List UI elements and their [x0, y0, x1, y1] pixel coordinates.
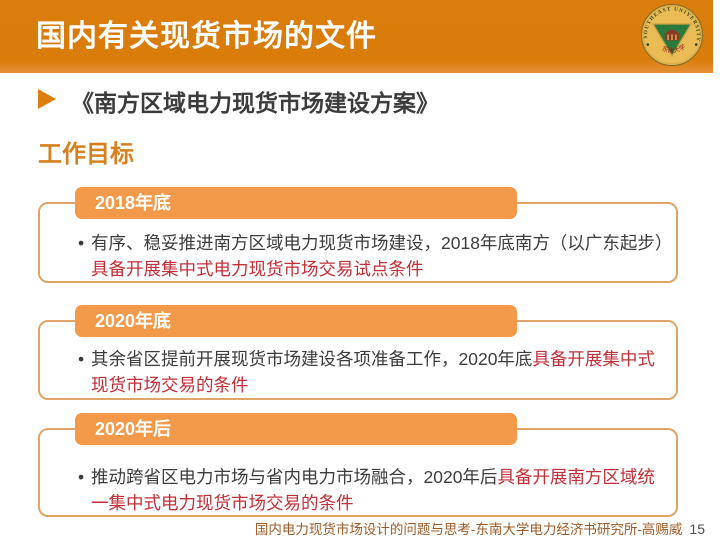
bullet-dot-icon: • — [78, 467, 85, 487]
goal-tab-2020-end: 2020年底 — [75, 305, 517, 337]
goal-line-1: • 推动跨省区电力市场与省内电力市场融合，2020年后具备开展南方区域统 — [78, 464, 655, 490]
goal-text: • 推动跨省区电力市场与省内电力市场融合，2020年后具备开展南方区域统 一集中式… — [78, 464, 655, 516]
goal-box-2020-end: 2020年底 • 其余省区提前开展现货市场建设各项准备工作，2020年底具备开展集… — [38, 305, 678, 400]
bullet-dot-icon: • — [78, 233, 85, 253]
document-title: 《南方区域电力现货市场建设方案》 — [71, 90, 439, 116]
arrow-bullet-icon — [38, 89, 56, 109]
university-seal-icon: SOUTHEAST UNIVERSITY 东南大学 — [640, 3, 704, 67]
header-bar: 国内有关现货市场的文件 — [0, 0, 713, 73]
goal-text: • 有序、稳妥推进南方区域电力现货市场建设，2018年底南方（以广东起步） 具备开… — [78, 230, 672, 282]
goal-box-2020-after: 2020年后 • 推动跨省区电力市场与省内电力市场融合，2020年后具备开展南方区… — [38, 413, 678, 517]
goal-tab-label: 2018年底 — [95, 193, 172, 213]
footer: 国内电力现货市场设计的问题与思考-东南大学电力经济书研究所-高赐威 15 — [255, 518, 705, 538]
goal-tab-2020-after: 2020年后 — [75, 413, 517, 445]
slide-title: 国内有关现货市场的文件 — [36, 20, 377, 53]
goal-tab-2018: 2018年底 — [75, 187, 517, 219]
goal-line-1: • 有序、稳妥推进南方区域电力现货市场建设，2018年底南方（以广东起步） — [78, 230, 672, 256]
seal-pavilion-icon — [664, 29, 680, 41]
goal-text: • 其余省区提前开展现货市场建设各项准备工作，2020年底具备开展集中式 现货市场… — [78, 346, 655, 398]
goal-line-1: • 其余省区提前开展现货市场建设各项准备工作，2020年底具备开展集中式 — [78, 346, 655, 372]
goal-box-2018: 2018年底 • 有序、稳妥推进南方区域电力现货市场建设，2018年底南方（以广东… — [38, 187, 678, 283]
page-number: 15 — [689, 521, 705, 537]
section-title: 工作目标 — [38, 141, 134, 168]
goal-line-2: 现货市场交易的条件 — [91, 375, 249, 395]
goal-tab-label: 2020年后 — [95, 419, 172, 439]
footer-credit: 国内电力现货市场设计的问题与思考-东南大学电力经济书研究所-高赐威 — [254, 522, 683, 537]
goal-line-2: 具备开展集中式电力现货市场交易试点条件 — [91, 259, 424, 279]
bullet-dot-icon: • — [78, 349, 85, 369]
goal-tab-label: 2020年底 — [95, 311, 172, 331]
goal-line-2: 一集中式电力现货市场交易的条件 — [91, 493, 354, 513]
